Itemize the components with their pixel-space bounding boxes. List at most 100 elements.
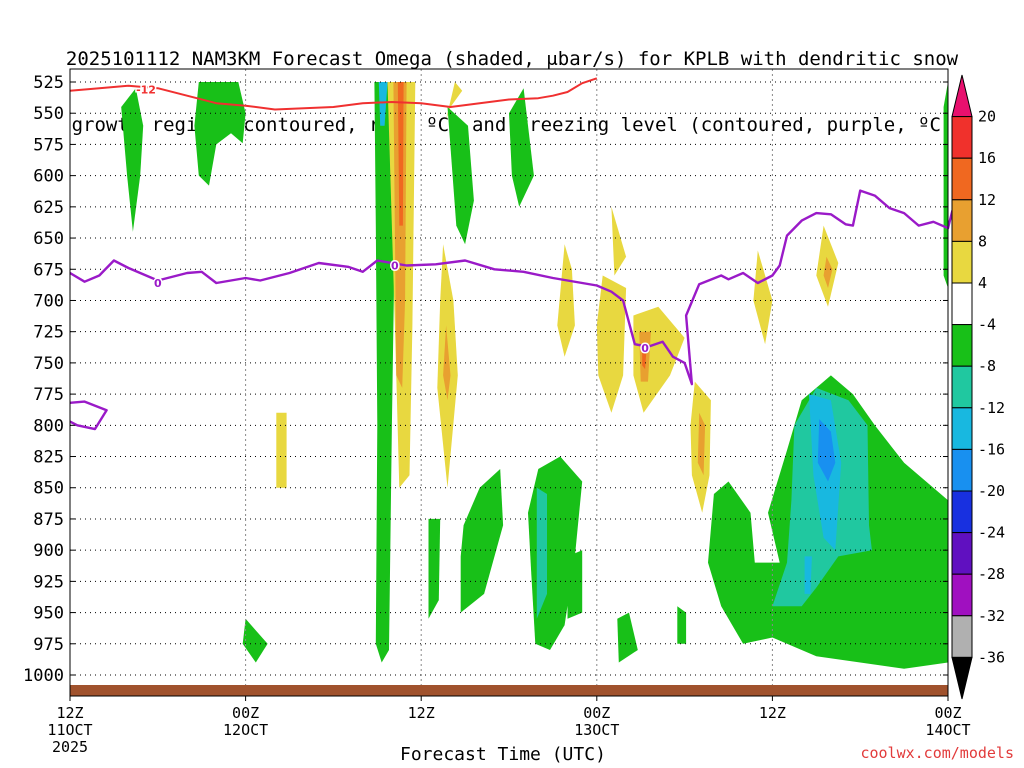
y-tick-label: 1000 [23, 666, 64, 686]
x-tick-label: 12Z [759, 704, 786, 722]
y-tick-label: 975 [33, 635, 64, 655]
dgz-isotherm-line [69, 77, 598, 111]
omega-region-24 [528, 456, 583, 650]
colorbar-swatch [951, 532, 973, 575]
colorbar-label: -36 [978, 648, 1005, 666]
y-tick-label: 625 [33, 198, 64, 218]
colorbar-swatch [951, 615, 973, 658]
colorbar: 20 16 12 8 4 -4 -8 -12 -16 -20 -24 -28 -32 -36 [951, 74, 1005, 700]
colorbar-label: 4 [978, 274, 987, 292]
contour-layer: -12 0 0 0 [69, 77, 954, 431]
y-tick-label: 900 [33, 541, 64, 561]
colorbar-swatch [951, 240, 973, 284]
colorbar-swatch [951, 448, 973, 492]
colorbar-label: -32 [978, 607, 1005, 625]
colorbar-label: 16 [978, 149, 996, 167]
colorbar-label: -20 [978, 482, 1005, 500]
y-tick-label: 825 [33, 448, 64, 468]
omega-region-1 [194, 82, 246, 186]
y-tick-label: 675 [33, 260, 64, 280]
omega-region-26 [428, 518, 441, 619]
y-tick-label: 650 [33, 229, 64, 249]
omega-region-19 [697, 412, 706, 476]
omega-region-25 [460, 469, 504, 613]
omega-region-6 [397, 82, 404, 226]
y-tick-label: 750 [33, 354, 64, 374]
y-tick-label: 575 [33, 135, 64, 155]
y-tick-label: 600 [33, 167, 64, 187]
colorbar-swatch [951, 573, 973, 617]
y-tick-label: 800 [33, 416, 64, 436]
dgz-isotherm-label: -12 [136, 83, 156, 96]
colorbar-swatch [951, 365, 973, 409]
colorbar-swatch [951, 199, 973, 242]
freezing-level-lower-line [69, 400, 108, 431]
omega-region-37 [242, 618, 268, 663]
y-tick-label: 550 [33, 104, 64, 124]
y-tick-label: 950 [33, 604, 64, 624]
x-tick-label: 00Z [583, 704, 610, 722]
terrain-band [70, 685, 948, 696]
y-tick-label: 525 [33, 73, 64, 93]
colorbar-label: 8 [978, 232, 987, 250]
omega-region-3 [378, 82, 388, 126]
colorbar-top-arrow [951, 74, 973, 118]
colorbar-swatch [951, 490, 973, 534]
omega-region-35 [804, 556, 812, 594]
omega-region-29 [617, 612, 638, 663]
omega-region-27 [567, 550, 583, 619]
omega-region-36 [943, 82, 948, 288]
plot-frame [69, 68, 949, 697]
omega-region-22 [823, 256, 833, 288]
omega-region-9 [509, 88, 534, 207]
colorbar-swatch [951, 157, 973, 201]
omega-region-5 [393, 82, 407, 388]
y-tick-label: 775 [33, 385, 64, 405]
omega-region-14 [596, 275, 627, 413]
omega-shading-layer [121, 82, 948, 669]
omega-region-11 [443, 325, 451, 401]
x-tick-label: 00Z [934, 704, 961, 722]
omega-region-12 [557, 244, 575, 357]
y-tick-label: 850 [33, 479, 64, 499]
x-tick-label: 12OCT [223, 721, 268, 739]
omega-region-34 [817, 419, 836, 482]
colorbar-label: -16 [978, 440, 1005, 458]
omega-region-23 [276, 412, 287, 488]
x-tick-label: 11OCT [47, 721, 92, 739]
colorbar-label: -12 [978, 399, 1005, 417]
x-axis-label: Forecast Time (UTC) [400, 744, 606, 765]
x-tick-label: 12Z [56, 704, 83, 722]
colorbar-swatch [951, 116, 973, 159]
omega-region-13 [611, 206, 627, 276]
omega-region-28 [536, 487, 547, 619]
x-tick-label: 14OCT [925, 721, 970, 739]
colorbar-label: -28 [978, 565, 1005, 583]
title-line-1: 2025101112 NAM3KM Forecast Omega (shaded… [65, 48, 959, 70]
freezing-level-label: 0 [641, 342, 649, 355]
omega-region-7 [446, 82, 463, 120]
freezing-level-line [69, 189, 954, 386]
y-tick-label: 725 [33, 323, 64, 343]
colorbar-label: -24 [978, 524, 1005, 542]
x-tick-label: 00Z [232, 704, 259, 722]
x-tick-label: 2025 [52, 738, 88, 756]
colorbar-label: 12 [978, 191, 996, 209]
x-tick-label: 12Z [408, 704, 435, 722]
colorbar-swatch [951, 282, 973, 326]
x-tick-label: 13OCT [574, 721, 619, 739]
colorbar-label: -8 [978, 357, 996, 375]
y-axis-ticks: 525 550 575 600 625 650 675 700 725 750 775 800 825 8… [23, 73, 948, 686]
omega-region-0 [121, 88, 144, 232]
freezing-level-label: 0 [391, 260, 399, 273]
colorbar-swatch [951, 407, 973, 450]
colorbar-bottom-arrow [951, 656, 973, 700]
credit-text: coolwx.com/models [860, 744, 1014, 762]
omega-region-30 [677, 606, 687, 644]
omega-region-20 [753, 250, 773, 345]
y-tick-label: 925 [33, 572, 64, 592]
freezing-level-label: 0 [154, 277, 162, 290]
y-tick-label: 700 [33, 291, 64, 311]
